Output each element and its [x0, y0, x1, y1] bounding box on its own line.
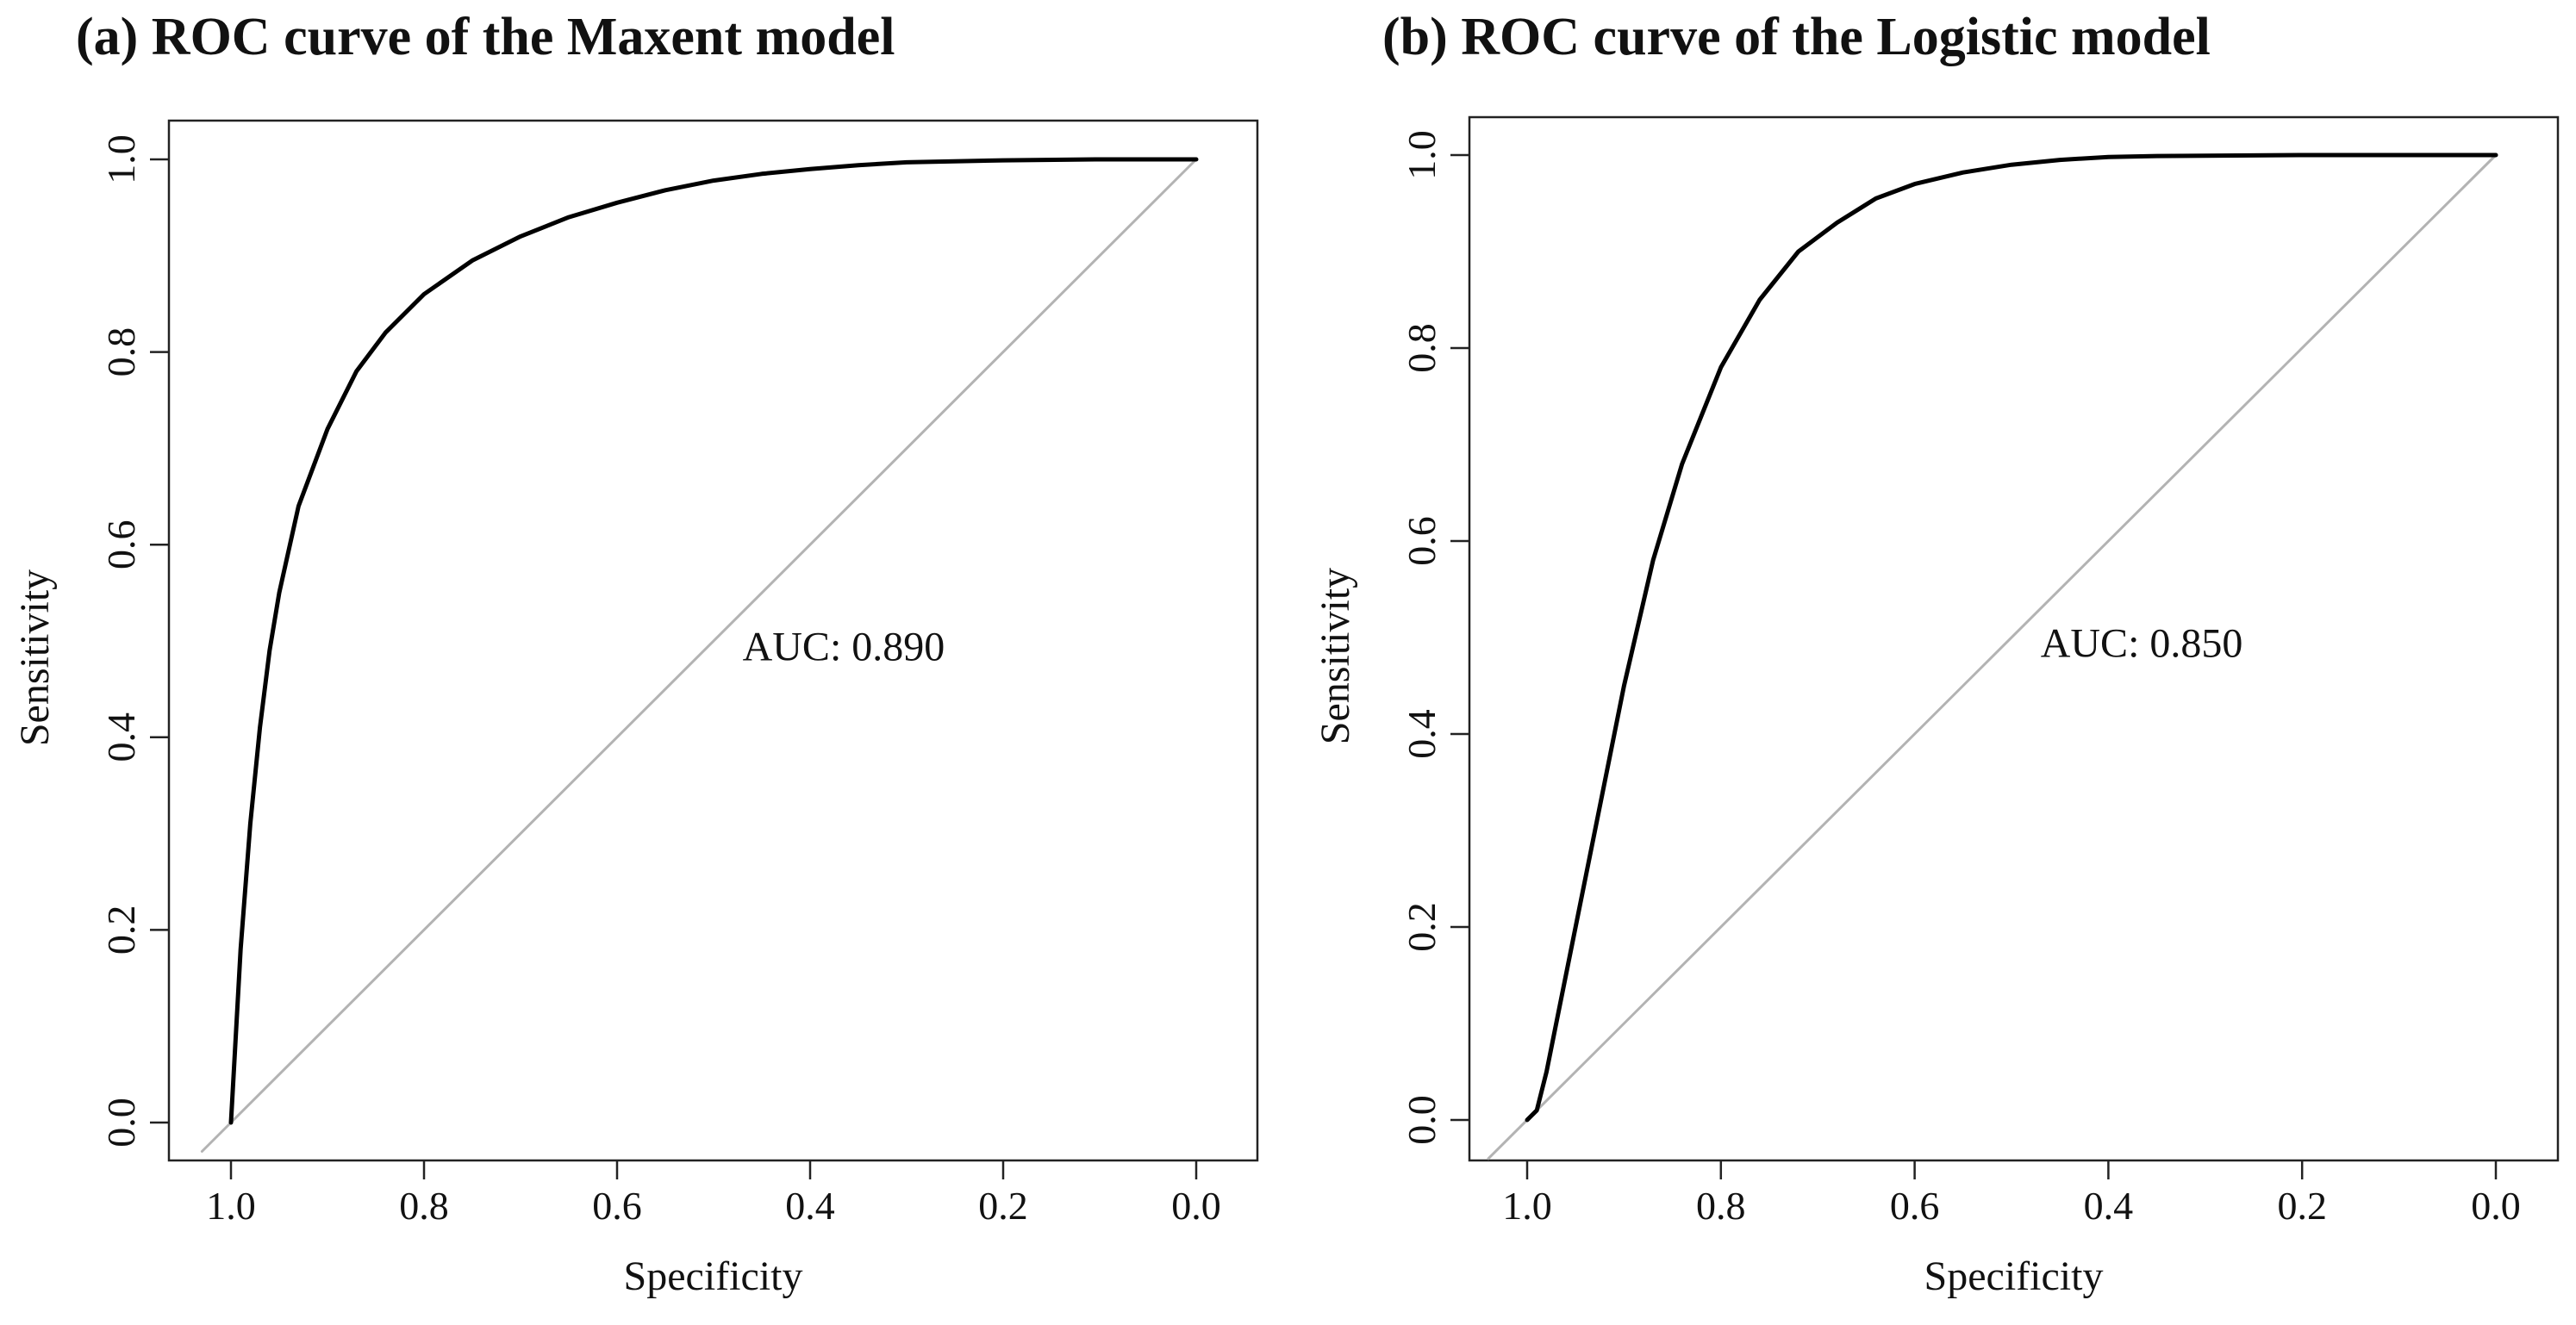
- chart-b-y-axis-label: Sensitivity: [1313, 568, 1358, 744]
- chart-a-panel: 1.0 0.8 0.6 0.4 0.2 0.0 0.0 0.2 0.4 0.6 0.8 1.0 Spec…: [12, 119, 1259, 1299]
- chart-a-x-tick-label: 0.4: [785, 1184, 835, 1228]
- chart-a-x-tick-label: 1.0: [206, 1184, 256, 1228]
- chart-b-auc-annotation: AUC: 0.850: [2041, 620, 2243, 666]
- chart-b-x-tick-label: 0.6: [1890, 1184, 1940, 1228]
- chart-a-roc-curve: [228, 157, 1199, 1125]
- chart-a-y-tick-label: 0.4: [99, 712, 143, 762]
- chart-a-y-tick-label: 0.6: [99, 519, 143, 569]
- chart-a-auc-annotation: AUC: 0.890: [743, 624, 945, 669]
- chart-a-x-tick-label: 0.2: [978, 1184, 1028, 1228]
- chart-a-y-tick-label: 0.2: [99, 905, 143, 955]
- chart-b-x-tick-label: 1.0: [1502, 1184, 1552, 1228]
- chart-b-y-tick-label: 1.0: [1400, 130, 1444, 180]
- chart-a-x-axis-label: Specificity: [624, 1253, 803, 1299]
- chart-a-y-tick-label: 0.8: [99, 327, 143, 377]
- chart-a-plot-frame: [167, 119, 1259, 1162]
- chart-a-title: (a) ROC curve of the Maxent model: [76, 8, 895, 66]
- chart-b-roc-curve: [1525, 152, 2498, 1123]
- chart-b-x-tick-label: 0.8: [1696, 1184, 1746, 1228]
- chart-a-chance-line: [200, 158, 1198, 1153]
- chart-b-panel: 1.0 0.8 0.6 0.4 0.2 0.0 0.0 0.2 0.4 0.6 0.8 1.0 Spec…: [1313, 115, 2560, 1299]
- chart-b-x-tick-label: 0.4: [2084, 1184, 2134, 1228]
- chart-b-chance-line: [1487, 153, 2498, 1160]
- chart-a-y-tick-label: 0.0: [99, 1098, 143, 1148]
- chart-a-y-tick-label: 1.0: [99, 134, 143, 184]
- chart-b-x-tick-label: 0.2: [2277, 1184, 2327, 1228]
- chart-b-y-tick-label: 0.2: [1400, 902, 1444, 952]
- chart-b-title: (b) ROC curve of the Logistic model: [1382, 8, 2211, 66]
- chart-a-x-tick-label: 0.8: [399, 1184, 449, 1228]
- chart-b-plot-frame: [1468, 115, 2560, 1162]
- chart-b-y-tick-label: 0.4: [1400, 709, 1444, 759]
- chart-a-x-tick-label: 0.6: [592, 1184, 642, 1228]
- chart-a-y-axis-label: Sensitivity: [12, 569, 58, 746]
- chart-a-x-tick-label: 0.0: [1171, 1184, 1221, 1228]
- chart-b-y-tick-label: 0.6: [1400, 516, 1444, 566]
- chart-b-y-tick-label: 0.0: [1400, 1095, 1444, 1145]
- chart-b-x-axis-label: Specificity: [1924, 1253, 2104, 1299]
- chart-b-y-tick-label: 0.8: [1400, 323, 1444, 373]
- chart-b-x-tick-label: 0.0: [2471, 1184, 2521, 1228]
